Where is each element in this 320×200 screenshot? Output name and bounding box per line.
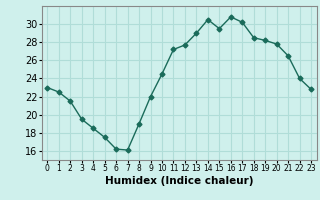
- X-axis label: Humidex (Indice chaleur): Humidex (Indice chaleur): [105, 176, 253, 186]
